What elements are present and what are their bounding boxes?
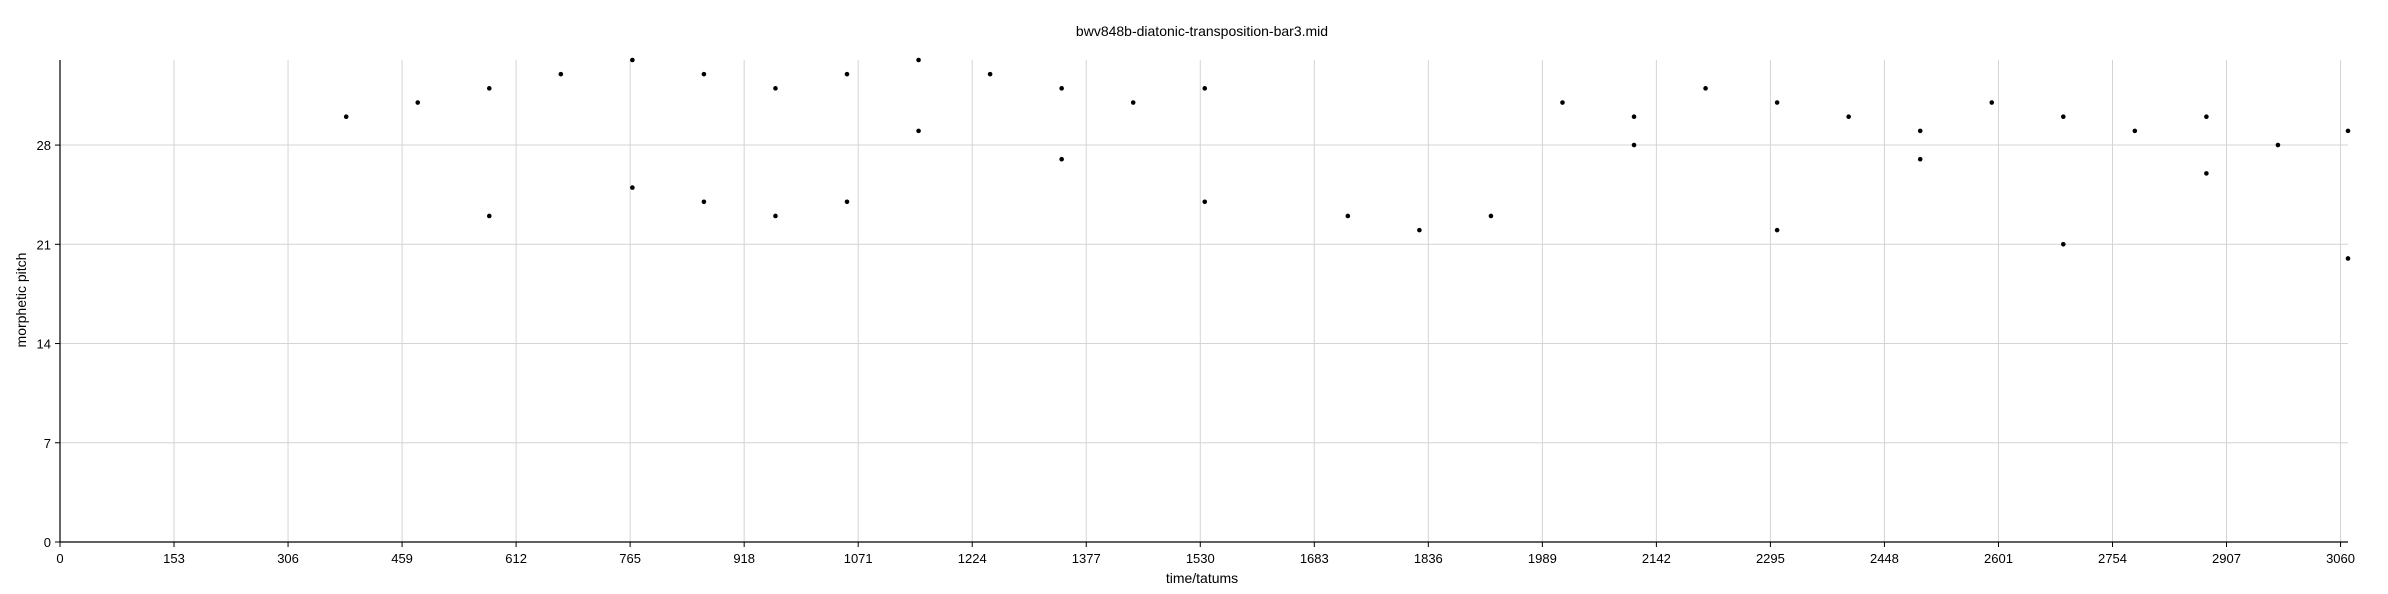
data-point [1989,100,1995,105]
data-point [630,185,635,190]
data-point [773,213,778,219]
data-point [1202,86,1208,91]
grid [60,60,2348,542]
data-point [844,199,850,205]
x-tick-label: 2754 [2098,551,2127,566]
data-point [1631,142,1637,148]
data-point [916,128,921,134]
x-tick-label: 918 [733,551,755,566]
axes [55,60,2348,547]
x-tick-label: 306 [277,551,299,566]
data-point [1774,100,1780,105]
data-point [2204,171,2209,176]
data-point [486,213,492,219]
x-tick-label: 2448 [1870,551,1899,566]
data-point [2345,128,2351,134]
x-tick-label: 1224 [958,551,987,566]
x-tick-label: 1989 [1528,551,1557,566]
x-tick-label: 1530 [1186,551,1215,566]
tick-labels: 0 153 306 459 612 765 918 1071 1224 1377 1530 1683 1… [37,138,2355,566]
data-point [1631,114,1637,120]
data-point [1488,213,1494,219]
x-tick-label: 2601 [1984,551,2013,566]
data-point [1059,156,1064,162]
data-point [701,199,707,205]
data-point [1846,114,1851,120]
data-point [486,86,492,91]
data-point [701,71,707,77]
x-tick-label: 3060 [2326,551,2355,566]
data-points [343,57,2351,261]
y-tick-label: 7 [44,436,51,451]
x-tick-label: 2295 [1756,551,1785,566]
x-tick-label: 1683 [1300,551,1329,566]
data-point [844,71,850,77]
x-tick-label: 1836 [1414,551,1443,566]
x-tick-label: 0 [56,551,63,566]
data-point [1560,100,1565,105]
data-point [343,114,349,120]
x-tick-label: 2142 [1642,551,1671,566]
data-point [2204,114,2209,120]
y-tick-label: 21 [37,237,51,252]
x-tick-label: 153 [163,551,185,566]
data-point [1417,227,1422,233]
y-tick-label: 0 [44,535,51,550]
x-tick-label: 765 [619,551,641,566]
data-point [2132,128,2138,134]
data-point [2275,142,2281,148]
data-point [773,86,778,91]
x-tick-label: 612 [505,551,527,566]
chart-title: bwv848b-diatonic-transposition-bar3.mid [1076,23,1328,39]
data-point [1345,213,1351,219]
data-point [1774,227,1780,233]
x-axis-label: time/tatums [1166,570,1238,586]
data-point [1917,128,1923,134]
data-point [1202,199,1208,205]
y-tick-label: 28 [37,138,51,153]
data-point [2061,241,2066,247]
data-point [415,100,421,105]
y-axis-label: morphetic pitch [13,253,29,348]
data-point [1059,86,1064,91]
data-point [1130,100,1136,105]
data-point [1917,156,1923,162]
x-tick-label: 459 [391,551,413,566]
x-tick-label: 2907 [2212,551,2241,566]
x-tick-label: 1377 [1072,551,1101,566]
y-tick-label: 14 [37,337,51,352]
data-point [1703,86,1708,91]
data-point [987,71,993,77]
data-point [558,71,564,77]
data-point [630,57,635,63]
data-point [2345,256,2351,261]
x-tick-label: 1071 [844,551,873,566]
data-point [916,57,921,63]
data-point [2061,114,2066,120]
